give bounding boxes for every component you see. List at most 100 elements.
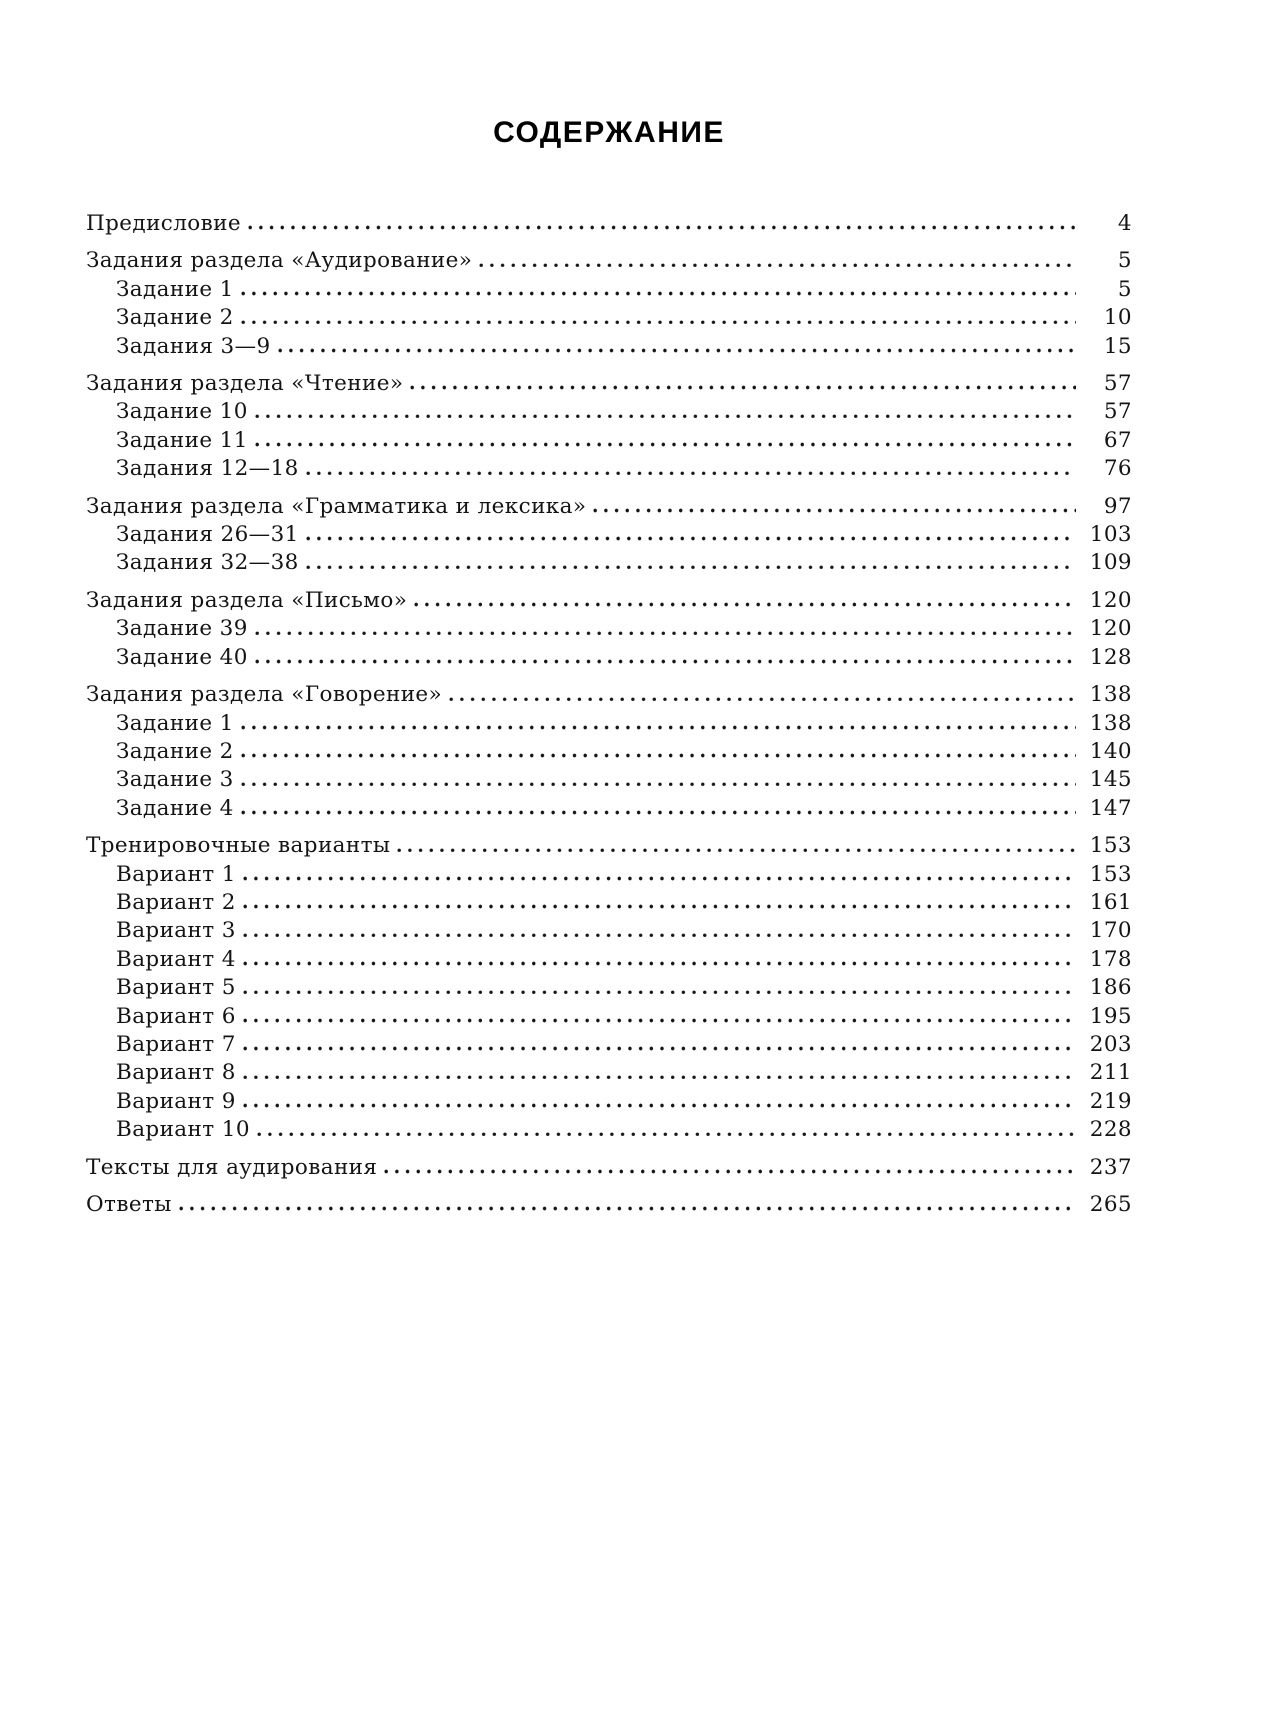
leader-dots [256,1131,1076,1137]
leader-dots [397,847,1076,853]
toc-entry-page: 186 [1089,975,1132,1001]
leader-dots [178,1206,1076,1211]
toc-entry-page: 228 [1089,1117,1132,1143]
toc-entry-page: 5 [1117,248,1132,274]
toc-entry: Вариант 7 203 [86,1031,1132,1059]
toc-entry-page: 153 [1089,861,1132,887]
toc-entry-label: Задание 39 [116,616,248,642]
toc-entry-label: Вариант 10 [116,1117,250,1143]
toc-entry-label: Задания 3—9 [116,333,271,359]
toc-entry: Ответы 265 [86,1191,1132,1219]
toc-entry-page: 128 [1089,644,1132,670]
leader-dots [593,508,1076,513]
toc-entry: Задание 2 140 [86,738,1132,766]
toc-entry-page: 76 [1103,456,1132,482]
leader-dots [254,659,1076,664]
toc-entry: Вариант 4 178 [86,946,1132,974]
toc-entry: Вариант 6 195 [86,1003,1132,1031]
toc-entry-page: 195 [1089,1003,1132,1029]
toc-entry: Задания раздела «Говорение» 138 [86,681,1132,709]
toc-entry: Тренировочные варианты 153 [86,832,1132,860]
toc-entry: Вариант 3 170 [86,917,1132,945]
leader-dots [248,225,1076,230]
toc-entry-page: 147 [1089,795,1132,821]
toc-entry-label: Вариант 9 [116,1088,236,1114]
toc-entry-page: 10 [1103,305,1132,331]
toc-entry-label: Вариант 8 [116,1060,236,1086]
toc-entry-label: Вариант 2 [116,889,236,915]
toc-entry-page: 120 [1089,616,1132,642]
toc-entry: Задание 40 128 [86,644,1132,672]
toc-entry-label: Задания раздела «Письмо» [86,587,408,613]
toc-entry-page: 103 [1089,522,1132,548]
leader-dots [414,602,1076,607]
toc-entry-label: Задания раздела «Грамматика и лексика» [86,493,587,519]
leader-dots [240,781,1076,787]
toc-entry: Задания раздела «Письмо» 120 [86,587,1132,615]
toc-entry-page: 219 [1089,1088,1132,1114]
toc-entry-label: Задание 1 [116,710,234,736]
toc-entry: Задание 10 57 [86,398,1132,426]
toc-entry: Предисловие 4 [86,210,1132,238]
toc-entry-label: Задания 26—31 [116,522,299,548]
leader-dots [240,810,1076,815]
toc-entry-page: 4 [1117,211,1132,236]
toc-entry: Задание 1 5 [86,276,1132,304]
toc-entry-label: Задания раздела «Говорение» [86,682,443,708]
toc-entry-page: 138 [1089,682,1132,708]
toc-entry: Задания 3—9 15 [86,333,1132,361]
page-title: СОДЕРЖАНИЕ [493,116,725,149]
leader-dots [242,904,1076,909]
toc-entry-page: 140 [1089,738,1132,764]
toc-entry: Вариант 5 186 [86,974,1132,1002]
leader-dots [242,989,1076,995]
toc-entry-page: 153 [1089,833,1132,859]
leader-dots [254,442,1076,447]
toc-entry-label: Задания 12—18 [116,456,299,482]
toc-entry-label: Задания раздела «Аудирование» [86,248,473,274]
toc-entry-page: 138 [1089,710,1132,736]
leader-dots [410,385,1076,391]
toc-entry-label: Задание 3 [116,767,234,793]
leader-dots [254,413,1076,419]
toc-entry-label: Задание 2 [116,738,234,764]
toc-entry: Задания раздела «Грамматика и лексика» 9… [86,493,1132,521]
toc-entry: Задания раздела «Чтение» 57 [86,370,1132,398]
toc-entry-page: 67 [1103,427,1132,453]
leader-dots [384,1169,1076,1174]
leader-dots [449,696,1076,702]
leader-dots [242,961,1076,966]
toc-entry-label: Задание 11 [116,427,248,453]
toc-entry-page: 57 [1103,399,1132,425]
toc-entry: Задание 3 145 [86,766,1132,794]
toc-entry-page: 15 [1103,333,1132,359]
toc-entry: Задание 1 138 [86,710,1132,738]
toc-entry-label: Ответы [86,1192,172,1217]
leader-dots [242,1103,1076,1108]
leader-dots [240,291,1076,296]
leader-dots [242,1074,1076,1080]
toc-entry-page: 161 [1089,889,1132,915]
toc-entry-label: Задание 4 [116,795,234,821]
leader-dots [242,1017,1076,1023]
leader-dots [305,470,1076,476]
leader-dots [240,753,1076,758]
toc-entry-page: 57 [1103,371,1132,397]
leader-dots [305,536,1076,542]
toc-entry-page: 265 [1089,1192,1132,1217]
toc-entry: Тексты для аудирования 237 [86,1154,1132,1182]
leader-dots [242,1046,1076,1051]
toc-entry-page: 178 [1089,946,1132,972]
leader-dots [240,724,1076,730]
toc-list: Предисловие 4 Задания раздела «Аудирован… [86,210,1132,1219]
toc-entry-label: Вариант 5 [116,975,236,1001]
toc-entry: Задания 12—18 76 [86,455,1132,483]
toc-entry: Задание 11 67 [86,427,1132,455]
leader-dots [254,630,1076,636]
leader-dots [277,348,1076,353]
toc-entry-page: 203 [1089,1031,1132,1057]
toc-entry: Вариант 1 153 [86,861,1132,889]
toc-entry-label: Вариант 4 [116,946,236,972]
toc-entry-label: Предисловие [86,211,242,236]
